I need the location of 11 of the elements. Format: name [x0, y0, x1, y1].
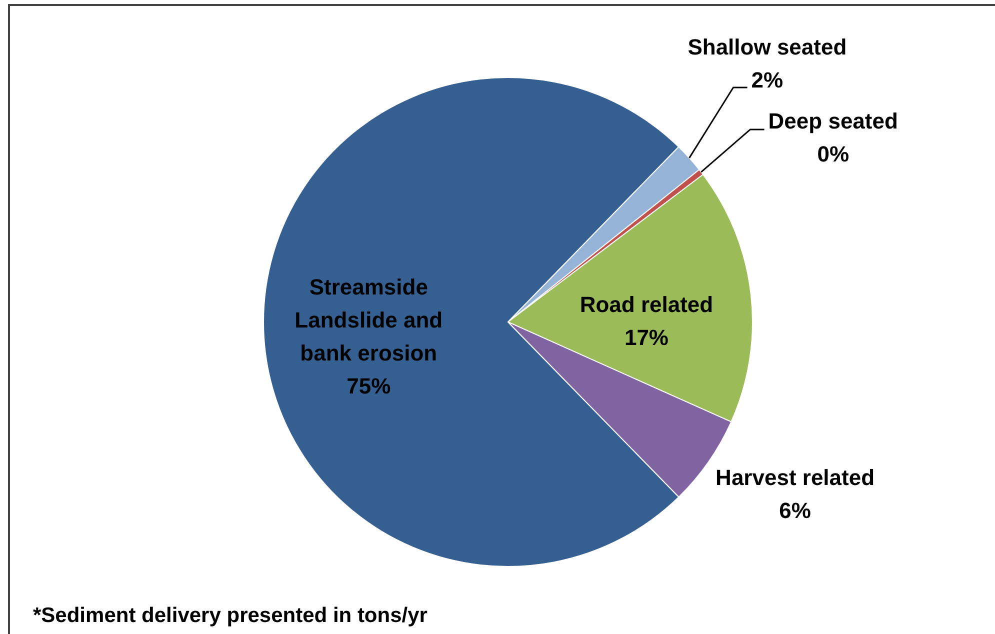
- slice-label: Road related: [580, 292, 714, 317]
- data-label: 75%: [346, 374, 391, 399]
- data-label: 6%: [779, 498, 811, 524]
- slice-label: Streamside Landslide and bank erosion: [294, 274, 443, 366]
- data-label: 0%: [817, 142, 850, 167]
- slice-label: Deep seated: [768, 108, 898, 134]
- slice-label: Shallow seated: [688, 34, 847, 60]
- text: *Sediment delivery presented in tons/yr: [33, 604, 428, 628]
- data-label: 2%: [751, 68, 784, 93]
- slice-label: Harvest related: [716, 465, 875, 490]
- data-label: 17%: [624, 324, 668, 350]
